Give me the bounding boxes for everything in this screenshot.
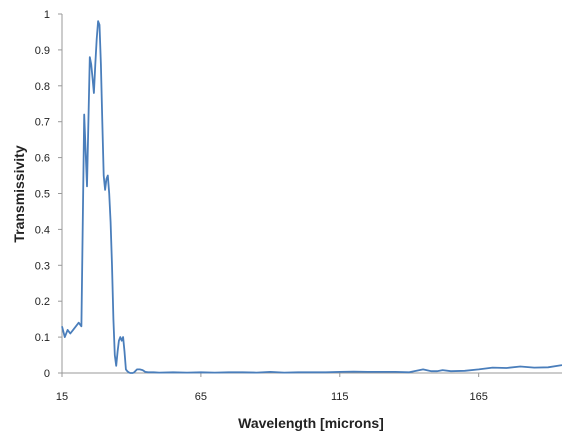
- x-tick-label: 165: [469, 391, 487, 403]
- y-tick-label: 0.1: [35, 332, 50, 344]
- y-tick-label: 0.6: [35, 153, 50, 165]
- x-tick-label: 65: [195, 391, 207, 403]
- y-tick-label: 0.2: [35, 296, 50, 308]
- series-line-transmissivity: [61, 20, 562, 374]
- y-tick-label: 0.8: [35, 81, 50, 93]
- y-tick-label: 0.9: [35, 45, 50, 57]
- x-tick-label: 115: [331, 391, 349, 403]
- y-tick-label: 0.4: [35, 224, 50, 236]
- y-tick-label: 0.3: [35, 260, 50, 272]
- y-tick-label: 0: [44, 368, 50, 380]
- y-tick-label: 0.7: [35, 117, 50, 129]
- y-axis-title: Transmissivity: [11, 145, 27, 242]
- x-tick-label: 15: [56, 391, 68, 403]
- y-axis-ticks: 0 0.1 0.2 0.3 0.4 0.5 0.6 0.7 0.8 0.9 1: [35, 9, 62, 380]
- x-axis-ticks: 15 65 115 165: [56, 373, 488, 403]
- y-tick-label: 0.5: [35, 189, 50, 201]
- x-axis-title: Wavelength [microns]: [238, 415, 384, 431]
- y-tick-label: 1: [44, 9, 50, 21]
